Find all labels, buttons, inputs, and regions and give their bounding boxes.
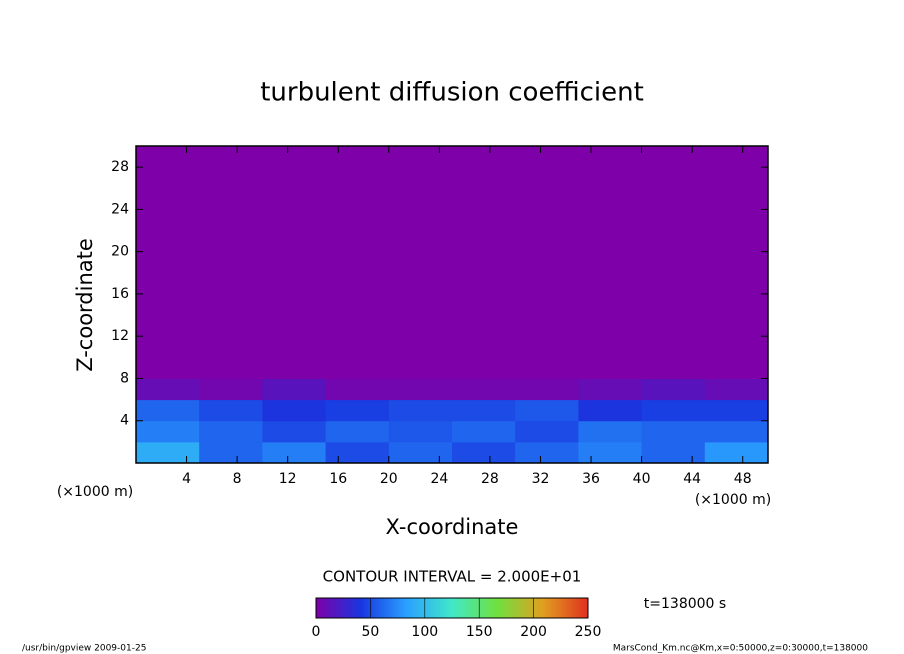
x-tick-label: 40 <box>633 471 651 487</box>
cell <box>199 146 263 379</box>
cell <box>388 420 453 443</box>
cell <box>704 420 769 443</box>
y-axis-label: Z-coordinate <box>73 238 97 372</box>
x-axis-label: X-coordinate <box>386 515 519 539</box>
cell <box>452 441 516 464</box>
y-tick-label: 4 <box>120 413 129 429</box>
cell <box>452 420 516 443</box>
cell <box>262 399 327 422</box>
y-tick-label: 8 <box>120 370 129 386</box>
cell <box>199 420 263 443</box>
cell <box>388 378 453 401</box>
plot-frame <box>135 145 769 464</box>
cell <box>325 399 390 422</box>
x-tick-label: 16 <box>329 471 347 487</box>
cell <box>325 441 390 464</box>
cell <box>515 146 579 379</box>
cell <box>641 146 706 379</box>
cell <box>704 378 769 401</box>
cell <box>641 441 706 464</box>
cell <box>704 146 769 379</box>
colorbar-tick-label: 100 <box>411 624 438 640</box>
contour-interval: CONTOUR INTERVAL = 2.000E+01 <box>323 568 582 586</box>
cell <box>452 378 516 401</box>
x-tick-label: 36 <box>582 471 600 487</box>
cell <box>136 146 200 379</box>
cell <box>325 378 390 401</box>
cell <box>136 441 200 464</box>
x-tick-label: 48 <box>734 471 752 487</box>
x-tick-label: 8 <box>233 471 242 487</box>
y-tick-label: 24 <box>111 201 129 217</box>
cell <box>262 146 327 379</box>
chart-title: turbulent diffusion coefficient <box>260 78 644 108</box>
x-tick-label: 28 <box>481 471 499 487</box>
cell <box>578 420 643 443</box>
colorbar <box>315 597 589 619</box>
time-label: t=138000 s <box>644 596 726 612</box>
cell <box>136 399 200 422</box>
x-tick-label: 20 <box>380 471 398 487</box>
colorbar-tick-label: 200 <box>520 624 547 640</box>
y-tick-label: 12 <box>111 328 129 344</box>
x-unit: (×1000 m) <box>57 484 133 500</box>
cell <box>388 399 453 422</box>
colorbar-tick-label: 150 <box>466 624 493 640</box>
cell <box>262 441 327 464</box>
x-unit: (×1000 m) <box>695 492 771 508</box>
cell <box>578 399 643 422</box>
cell <box>704 399 769 422</box>
colorbar-tick-label: 0 <box>312 624 321 640</box>
cell <box>578 146 643 379</box>
cell <box>388 146 453 379</box>
cell <box>515 420 579 443</box>
footer-right: MarsCond_Km.nc@Km,x=0:50000,z=0:30000,t=… <box>613 644 868 654</box>
cell <box>136 378 200 401</box>
cell <box>199 441 263 464</box>
colorbar-tick-label: 250 <box>575 624 602 640</box>
cell <box>704 441 769 464</box>
cell <box>199 399 263 422</box>
y-tick-label: 20 <box>111 244 129 260</box>
cell <box>199 378 263 401</box>
x-tick-label: 24 <box>430 471 448 487</box>
cell <box>325 420 390 443</box>
cell <box>515 378 579 401</box>
cell <box>452 146 516 379</box>
colorbar-tick-label: 50 <box>361 624 379 640</box>
cell <box>325 146 390 379</box>
cell <box>452 399 516 422</box>
cell <box>515 399 579 422</box>
cell <box>641 399 706 422</box>
x-tick-label: 32 <box>532 471 550 487</box>
cell <box>578 441 643 464</box>
cell <box>388 441 453 464</box>
cell <box>262 378 327 401</box>
cell <box>136 420 200 443</box>
x-tick-label: 12 <box>279 471 297 487</box>
y-tick-label: 16 <box>111 286 129 302</box>
cell <box>578 378 643 401</box>
x-tick-label: 4 <box>182 471 191 487</box>
footer-left: /usr/bin/gpview 2009-01-25 <box>22 644 146 654</box>
cell <box>641 378 706 401</box>
x-tick-label: 44 <box>683 471 701 487</box>
y-tick-label: 28 <box>111 159 129 175</box>
cell <box>515 441 579 464</box>
cell <box>641 420 706 443</box>
cell <box>262 420 327 443</box>
